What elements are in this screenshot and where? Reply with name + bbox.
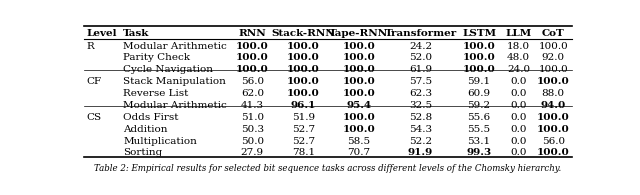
- Text: R: R: [86, 42, 94, 51]
- Text: Odds First: Odds First: [123, 113, 179, 122]
- Text: CF: CF: [86, 77, 102, 86]
- Text: 27.9: 27.9: [241, 148, 264, 157]
- Text: 100.0: 100.0: [342, 125, 375, 134]
- Text: Cycle Navigation: Cycle Navigation: [123, 65, 213, 74]
- Text: 100.0: 100.0: [287, 77, 319, 86]
- Text: Stack Manipulation: Stack Manipulation: [123, 77, 226, 86]
- Text: 24.2: 24.2: [409, 42, 432, 51]
- Text: 100.0: 100.0: [538, 65, 568, 74]
- Text: LLM: LLM: [506, 29, 532, 38]
- Text: 48.0: 48.0: [507, 53, 531, 62]
- Text: 50.0: 50.0: [241, 136, 264, 145]
- Text: 51.0: 51.0: [241, 113, 264, 122]
- Text: 100.0: 100.0: [287, 89, 319, 98]
- Text: 100.0: 100.0: [537, 148, 570, 157]
- Text: Stack-RNN: Stack-RNN: [271, 29, 335, 38]
- Text: 0.0: 0.0: [511, 148, 527, 157]
- Text: 100.0: 100.0: [342, 65, 375, 74]
- Text: 70.7: 70.7: [347, 148, 371, 157]
- Text: 78.1: 78.1: [292, 148, 315, 157]
- Text: Modular Arithmetic: Modular Arithmetic: [123, 101, 227, 110]
- Text: 0.0: 0.0: [511, 101, 527, 110]
- Text: 94.0: 94.0: [541, 101, 566, 110]
- Text: 62.0: 62.0: [241, 89, 264, 98]
- Text: 58.5: 58.5: [347, 136, 371, 145]
- Text: 51.9: 51.9: [292, 113, 315, 122]
- Text: 100.0: 100.0: [463, 42, 495, 51]
- Text: 100.0: 100.0: [342, 113, 375, 122]
- Text: 100.0: 100.0: [538, 42, 568, 51]
- Text: RNN: RNN: [239, 29, 266, 38]
- Text: Reverse List: Reverse List: [123, 89, 189, 98]
- Text: 0.0: 0.0: [511, 136, 527, 145]
- Text: 100.0: 100.0: [537, 113, 570, 122]
- Text: 55.6: 55.6: [467, 113, 491, 122]
- Text: CoT: CoT: [542, 29, 564, 38]
- Text: 61.9: 61.9: [409, 65, 432, 74]
- Text: 100.0: 100.0: [236, 53, 269, 62]
- Text: 100.0: 100.0: [537, 125, 570, 134]
- Text: Transformer: Transformer: [385, 29, 456, 38]
- Text: 52.2: 52.2: [409, 136, 432, 145]
- Text: 100.0: 100.0: [537, 77, 570, 86]
- Text: 18.0: 18.0: [507, 42, 531, 51]
- Text: CS: CS: [86, 113, 102, 122]
- Text: 54.3: 54.3: [409, 125, 432, 134]
- Text: Task: Task: [123, 29, 150, 38]
- Text: 59.1: 59.1: [467, 77, 491, 86]
- Text: 56.0: 56.0: [241, 77, 264, 86]
- Text: Tape-RNN: Tape-RNN: [329, 29, 388, 38]
- Text: 100.0: 100.0: [342, 89, 375, 98]
- Text: 88.0: 88.0: [541, 89, 564, 98]
- Text: 0.0: 0.0: [511, 125, 527, 134]
- Text: 100.0: 100.0: [463, 65, 495, 74]
- Text: 100.0: 100.0: [236, 42, 269, 51]
- Text: 62.3: 62.3: [409, 89, 432, 98]
- Text: 100.0: 100.0: [463, 53, 495, 62]
- Text: 53.1: 53.1: [467, 136, 491, 145]
- Text: 24.0: 24.0: [507, 65, 531, 74]
- Text: 0.0: 0.0: [511, 77, 527, 86]
- Text: 100.0: 100.0: [236, 65, 269, 74]
- Text: Table 2: Empirical results for selected bit sequence tasks across different leve: Table 2: Empirical results for selected …: [94, 164, 562, 173]
- Text: 55.5: 55.5: [467, 125, 491, 134]
- Text: 0.0: 0.0: [511, 113, 527, 122]
- Text: 0.0: 0.0: [511, 89, 527, 98]
- Text: 96.1: 96.1: [291, 101, 316, 110]
- Text: 99.3: 99.3: [467, 148, 492, 157]
- Text: 92.0: 92.0: [541, 53, 564, 62]
- Text: 100.0: 100.0: [342, 77, 375, 86]
- Text: 50.3: 50.3: [241, 125, 264, 134]
- Text: 100.0: 100.0: [287, 53, 319, 62]
- Text: Parity Check: Parity Check: [123, 53, 190, 62]
- Text: 56.0: 56.0: [541, 136, 564, 145]
- Text: 57.5: 57.5: [409, 77, 432, 86]
- Text: 59.2: 59.2: [467, 101, 491, 110]
- Text: 100.0: 100.0: [287, 65, 319, 74]
- Text: 100.0: 100.0: [342, 42, 375, 51]
- Text: 52.0: 52.0: [409, 53, 432, 62]
- Text: 100.0: 100.0: [342, 53, 375, 62]
- Text: 32.5: 32.5: [409, 101, 432, 110]
- Text: 52.7: 52.7: [292, 125, 315, 134]
- Text: Level: Level: [86, 29, 117, 38]
- Text: Multiplication: Multiplication: [123, 136, 197, 145]
- Text: LSTM: LSTM: [462, 29, 496, 38]
- Text: Sorting: Sorting: [123, 148, 163, 157]
- Text: 95.4: 95.4: [346, 101, 371, 110]
- Text: Addition: Addition: [123, 125, 168, 134]
- Text: 41.3: 41.3: [241, 101, 264, 110]
- Text: 100.0: 100.0: [287, 42, 319, 51]
- Text: 52.7: 52.7: [292, 136, 315, 145]
- Text: Modular Arithmetic: Modular Arithmetic: [123, 42, 227, 51]
- Text: 91.9: 91.9: [408, 148, 433, 157]
- Text: 60.9: 60.9: [467, 89, 491, 98]
- Text: 52.8: 52.8: [409, 113, 432, 122]
